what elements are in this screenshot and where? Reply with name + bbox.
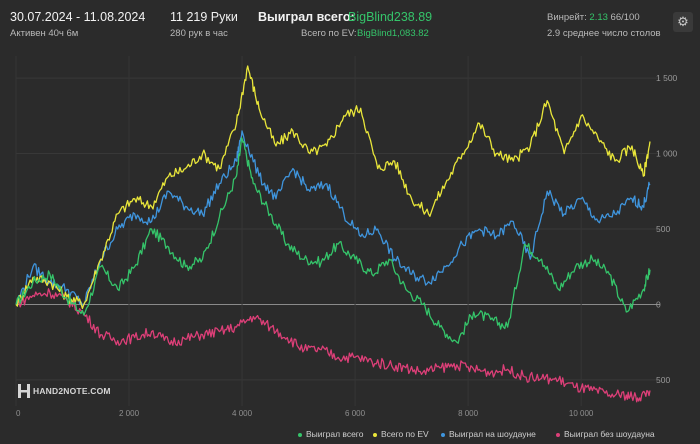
y-tick-label: 1 500 (656, 73, 678, 83)
legend-label: Выиграл на шоудауне (449, 429, 536, 439)
winrate-value: 2.13 (589, 12, 608, 23)
x-tick-label: 2 000 (119, 409, 140, 418)
stats-header: 30.07.2024 - 11.08.2024 Активен 40ч 6м 1… (0, 0, 700, 46)
x-tick-label: 4 000 (232, 409, 253, 418)
winrate-tail: 66/100 (610, 12, 640, 23)
legend-label: Выиграл без шоудауна (564, 429, 655, 439)
series-lines (15, 65, 651, 403)
y-tick-label: 1 000 (656, 149, 678, 159)
legend-item[interactable]: Выиграл на шоудауне (441, 429, 536, 439)
winrate-label: Винрейт: (547, 12, 587, 23)
x-tick-label: 6 000 (345, 409, 366, 418)
series-line-1 (15, 65, 651, 310)
legend-dot-icon (298, 432, 302, 437)
x-tick-label: 8 000 (458, 409, 479, 418)
logo-text: HAND2NOTE.COM (33, 386, 111, 396)
hand2note-logo-icon (18, 384, 30, 398)
series-line-2 (15, 130, 651, 306)
ev-value: BigBlind1,083.82 (357, 28, 429, 39)
y-tick-label: 500 (656, 224, 670, 234)
legend-dot-icon (441, 432, 445, 437)
won-total-label: Выиграл всего: (258, 10, 355, 24)
x-axis-ticks: 0 2 000 4 000 6 000 8 000 10 000 (16, 409, 594, 418)
series-line-0 (15, 137, 651, 344)
legend-item[interactable]: Выиграл без шоудауна (556, 429, 655, 439)
x-tick-label: 0 (16, 409, 21, 418)
hand2note-logo: HAND2NOTE.COM (18, 384, 111, 398)
legend-dot-icon (556, 432, 560, 437)
y-axis-ticks: 1 500 1 000 500 0 500 (656, 73, 678, 385)
grid-lines (15, 56, 660, 406)
hands-count: 11 219 Руки (170, 10, 238, 24)
y-tick-label: 0 (656, 299, 661, 309)
avg-tables: 2.9 среднее число столов (547, 28, 661, 39)
series-line-3 (15, 288, 651, 403)
winrate: Винрейт: 2.13 66/100 (547, 12, 640, 23)
active-time: Активен 40ч 6м (10, 28, 79, 39)
legend-item[interactable]: Выиграл всего (298, 429, 363, 439)
x-tick-label: 10 000 (569, 409, 594, 418)
won-total-value: BigBlind238.89 (348, 10, 433, 24)
hands-per-hour: 280 рук в час (170, 28, 228, 39)
ev-label: Всего по EV: (301, 28, 357, 39)
legend-dot-icon (373, 432, 377, 437)
y-tick-label: 500 (656, 375, 670, 385)
legend-item[interactable]: Всего по EV (373, 429, 429, 439)
legend-label: Всего по EV (381, 429, 429, 439)
date-range: 30.07.2024 - 11.08.2024 (10, 10, 146, 24)
legend-label: Выиграл всего (306, 429, 364, 439)
profit-graph: 1 500 1 000 500 0 500 0 2 000 4 000 6 000 8 000 1… (15, 56, 678, 418)
settings-gear-icon[interactable]: ⚙ (673, 12, 693, 32)
